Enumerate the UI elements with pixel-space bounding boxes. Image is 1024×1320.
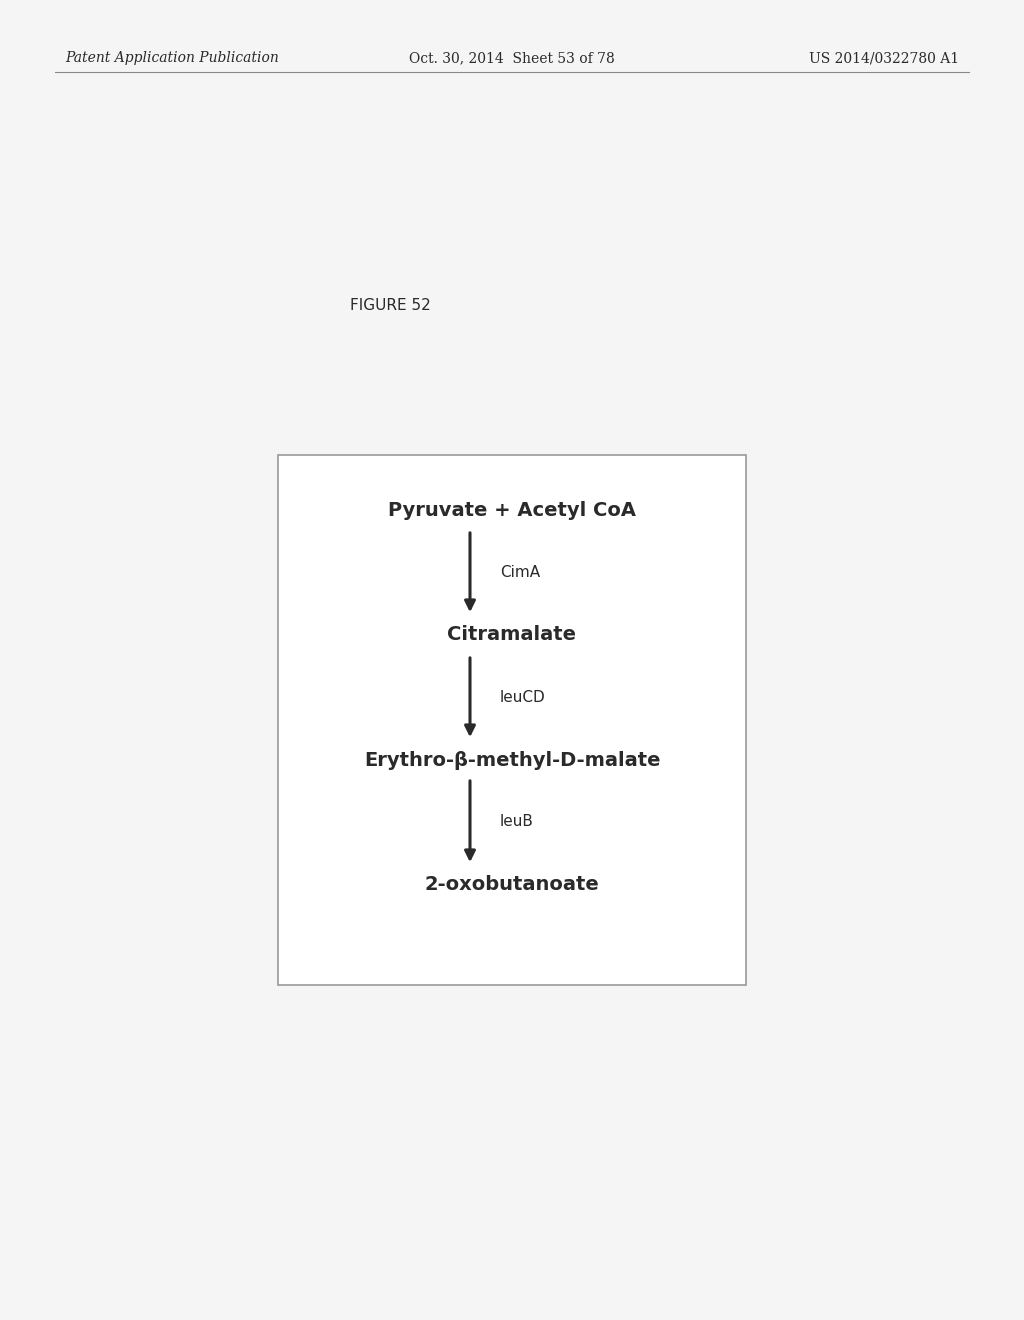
Text: Citramalate: Citramalate: [447, 626, 577, 644]
Text: Oct. 30, 2014  Sheet 53 of 78: Oct. 30, 2014 Sheet 53 of 78: [410, 51, 614, 65]
Text: CimA: CimA: [500, 565, 540, 579]
Text: leuB: leuB: [500, 814, 534, 829]
Text: FIGURE 52: FIGURE 52: [349, 297, 430, 313]
Text: Pyruvate + Acetyl CoA: Pyruvate + Acetyl CoA: [388, 500, 636, 520]
Text: US 2014/0322780 A1: US 2014/0322780 A1: [809, 51, 959, 65]
Text: 2-oxobutanoate: 2-oxobutanoate: [425, 875, 599, 895]
Text: Erythro-β-methyl-D-malate: Erythro-β-methyl-D-malate: [364, 751, 660, 770]
Text: Patent Application Publication: Patent Application Publication: [65, 51, 279, 65]
Text: leuCD: leuCD: [500, 690, 546, 705]
Bar: [278, 455, 746, 985]
